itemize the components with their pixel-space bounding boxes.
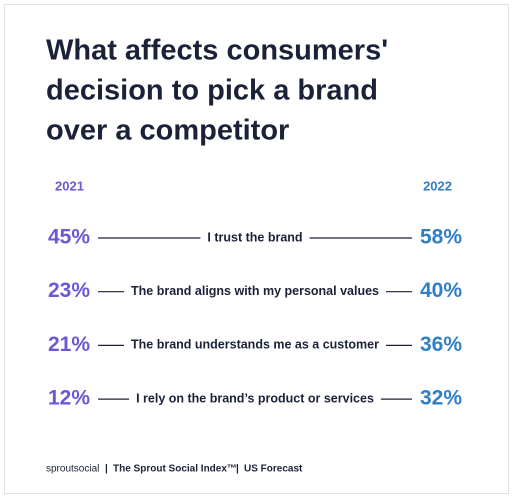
value-label: 36% — [420, 333, 462, 356]
year-label: 2022 — [423, 178, 452, 193]
separator: | — [236, 464, 239, 475]
footer-region: US Forecast — [244, 464, 303, 475]
value-label: 58% — [420, 226, 462, 249]
category-label: The brand understands me as a customer — [131, 338, 379, 352]
value-label: 40% — [420, 279, 462, 302]
footer-source: The Sprout Social Index™ — [113, 464, 237, 475]
category-label: I rely on the brand’s product or service… — [136, 391, 374, 405]
value-label: 23% — [48, 279, 90, 302]
value-label: 21% — [48, 333, 90, 356]
year-label: 2021 — [55, 178, 84, 193]
separator: | — [105, 464, 108, 475]
title-line: What affects consumers' — [46, 35, 388, 67]
category-label: The brand aligns with my personal values — [131, 284, 379, 298]
frame — [4, 4, 509, 494]
footer-brand: sproutsocial — [46, 464, 99, 475]
value-label: 12% — [48, 387, 90, 410]
category-label: I trust the brand — [207, 230, 302, 244]
title-line: decision to pick a brand — [46, 75, 378, 107]
value-label: 45% — [48, 226, 90, 249]
value-label: 32% — [420, 387, 462, 410]
title-line: over a competitor — [46, 115, 289, 147]
